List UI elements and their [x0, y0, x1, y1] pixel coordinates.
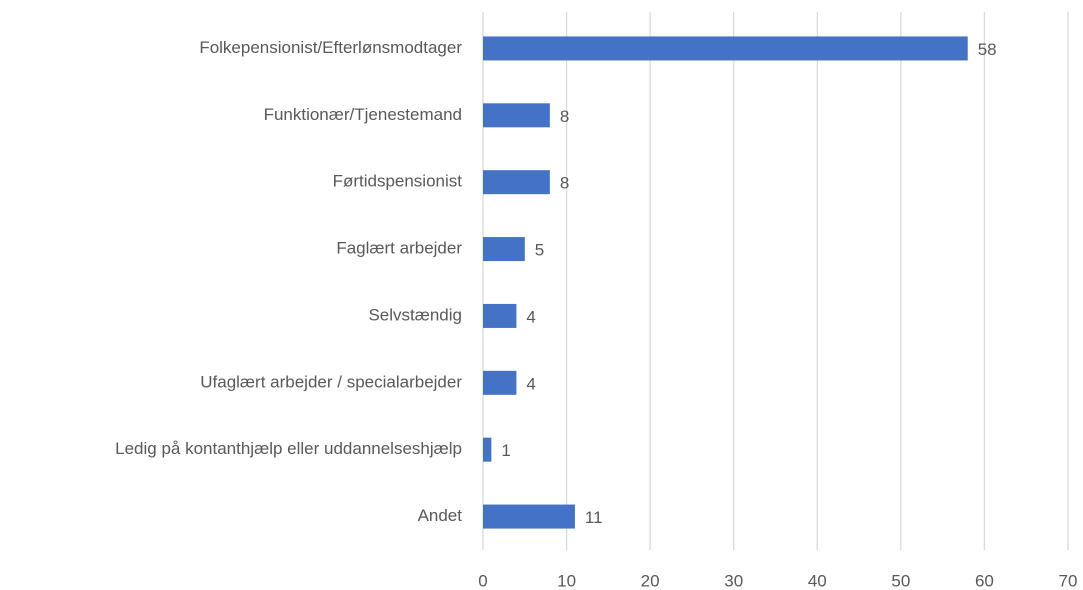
- x-tick-label: 30: [724, 571, 743, 590]
- data-label: 58: [978, 40, 997, 59]
- y-tick-label: Selvstændig: [368, 305, 462, 324]
- bar: [483, 170, 550, 195]
- y-tick-label: Andet: [418, 506, 463, 525]
- bar: [483, 303, 517, 328]
- bar: [483, 103, 550, 128]
- data-label: 8: [560, 174, 569, 193]
- data-label: 4: [526, 307, 535, 326]
- bar: [483, 504, 575, 529]
- data-label: 4: [526, 374, 535, 393]
- y-tick-label: Førtidspensionist: [333, 172, 463, 191]
- data-label: 8: [560, 107, 569, 126]
- x-tick-label: 50: [891, 571, 910, 590]
- y-tick-label: Faglært arbejder: [336, 239, 462, 258]
- data-label: 11: [585, 508, 603, 527]
- y-tick-label: Ledig på kontanthjælp eller uddannelsesh…: [115, 439, 462, 458]
- y-tick-label: Funktionær/Tjenestemand: [264, 105, 462, 124]
- bar: [483, 36, 968, 61]
- x-tick-label: 0: [478, 571, 487, 590]
- x-tick-label: 10: [557, 571, 576, 590]
- x-tick-label: 70: [1059, 571, 1078, 590]
- y-tick-label: Ufaglært arbejder / specialarbejder: [200, 372, 462, 391]
- bar: [483, 437, 492, 462]
- x-tick-label: 40: [808, 571, 827, 590]
- x-tick-label: 60: [975, 571, 994, 590]
- data-label: 1: [501, 441, 510, 460]
- y-tick-label: Folkepensionist/Efterlønsmodtager: [199, 38, 462, 57]
- x-tick-label: 20: [641, 571, 660, 590]
- bar: [483, 237, 525, 262]
- bar: [483, 370, 517, 395]
- data-label: 5: [535, 241, 544, 260]
